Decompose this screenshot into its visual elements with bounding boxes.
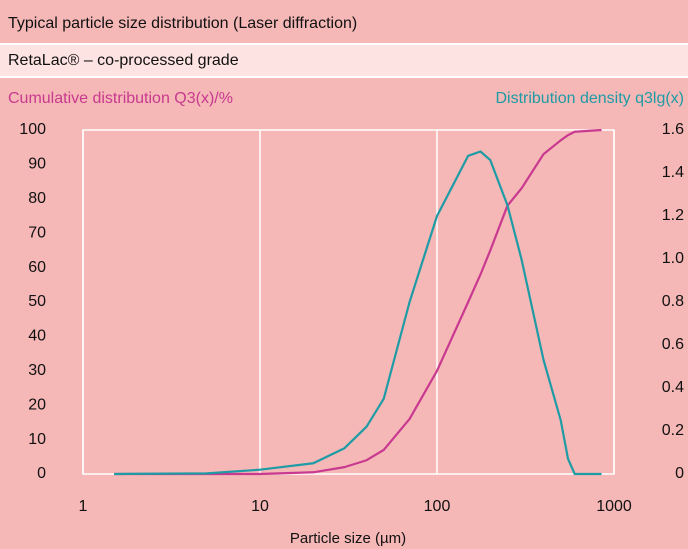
series-line bbox=[114, 150, 602, 476]
y-tick-label: 100 bbox=[19, 121, 46, 138]
x-tick-label: 10 bbox=[251, 498, 269, 515]
y-tick-label: 60 bbox=[28, 259, 46, 276]
y-tick-label: 0 bbox=[37, 465, 46, 482]
y-tick-label: 50 bbox=[28, 293, 46, 310]
y2-axis-label: Distribution density q3lg(x) bbox=[495, 90, 684, 107]
y2-tick-label: 0.2 bbox=[662, 422, 684, 439]
y2-tick-label: 1.2 bbox=[662, 207, 684, 224]
y2-tick-label: 1.4 bbox=[662, 164, 684, 181]
chart-title: Typical particle size distribution (Lase… bbox=[8, 15, 357, 32]
y2-tick-label: 0.6 bbox=[662, 336, 684, 353]
y-tick-label: 10 bbox=[28, 431, 46, 448]
y-tick-label: 80 bbox=[28, 190, 46, 207]
y2-tick-label: 0.8 bbox=[662, 293, 684, 310]
y-axis-label: Cumulative distribution Q3(x)/% bbox=[8, 90, 233, 107]
x-tick-label: 1 bbox=[79, 498, 88, 515]
y-tick-label: 90 bbox=[28, 156, 46, 173]
y-tick-label: 70 bbox=[28, 224, 46, 241]
series-line bbox=[114, 128, 602, 476]
y2-tick-label: 0 bbox=[675, 465, 684, 482]
y2-tick-label: 1.6 bbox=[662, 121, 684, 138]
subtitle-band bbox=[0, 44, 688, 77]
y-tick-label: 20 bbox=[28, 396, 46, 413]
x-tick-label: 1000 bbox=[596, 498, 632, 515]
x-tick-label: 100 bbox=[424, 498, 451, 515]
y2-tick-label: 1.0 bbox=[662, 250, 684, 267]
y2-tick-label: 0.4 bbox=[662, 379, 684, 396]
chart-subtitle: RetaLac® – co-processed grade bbox=[8, 52, 239, 69]
y-tick-label: 40 bbox=[28, 328, 46, 345]
x-axis-label: Particle size (µm) bbox=[290, 530, 406, 547]
y-tick-label: 30 bbox=[28, 362, 46, 379]
